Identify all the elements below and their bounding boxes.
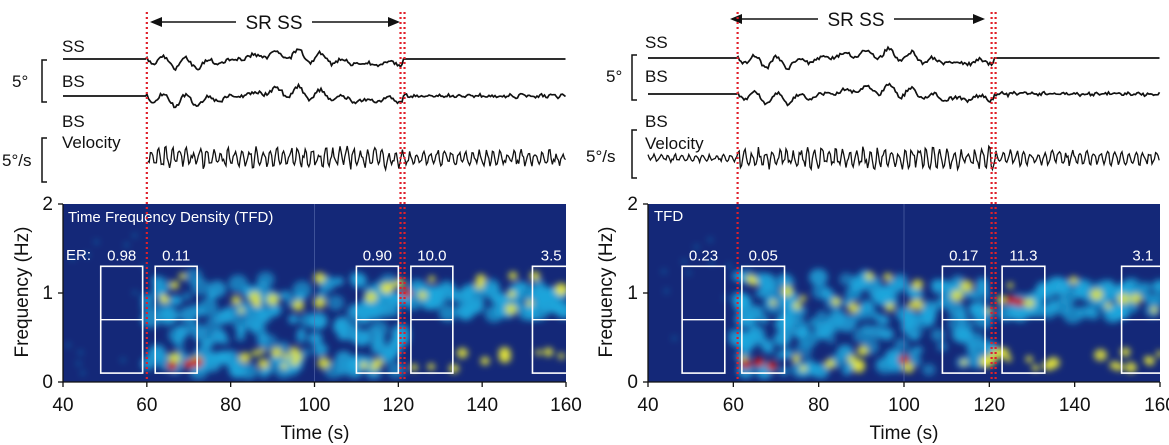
scale-label-deg-left: 5° bbox=[12, 72, 28, 91]
tfd-title-right: TFD bbox=[654, 208, 683, 225]
y-tick-label: 2 bbox=[42, 194, 53, 215]
x-tick-label: 40 bbox=[52, 395, 73, 416]
x-tick-label: 160 bbox=[1144, 395, 1169, 416]
trace-label-bs2-right: BS bbox=[645, 112, 668, 131]
er-value-label: 0.11 bbox=[162, 247, 190, 264]
sr-arrow-right: SR SS bbox=[730, 7, 985, 31]
trace-label-velocity-right: Velocity bbox=[645, 134, 704, 153]
x-tick-label: 120 bbox=[382, 395, 414, 416]
sr-arrow-left: SR SS bbox=[150, 10, 400, 34]
trace-label-ss-right: SS bbox=[645, 33, 668, 52]
right-panel: SR SS SS BS BS Velocity 5° 5°/s TFD 0.23… bbox=[586, 7, 1169, 444]
y-axis-label-right: Frequency (Hz) bbox=[596, 227, 617, 358]
scale-bar-deg-right bbox=[631, 54, 637, 101]
tfd-title-left: Time Frequency Density (TFD) bbox=[68, 209, 273, 226]
scale-label-deg-right: 5° bbox=[606, 67, 622, 86]
scale-bar-deg-left bbox=[41, 59, 47, 103]
y-tick-label: 1 bbox=[42, 283, 53, 304]
x-tick-label: 40 bbox=[637, 395, 658, 416]
er-value-label: 11.3 bbox=[1009, 247, 1037, 264]
x-axis-label-left: Time (s) bbox=[281, 423, 350, 444]
trace-velocity-left bbox=[147, 145, 567, 173]
scale-label-vel-left: 5°/s bbox=[2, 151, 31, 170]
left-panel: SR SS SS BS BS Velocity 5° 5°/s Time Fre… bbox=[2, 10, 582, 444]
x-tick-label: 100 bbox=[299, 395, 331, 416]
x-tick-label: 60 bbox=[723, 395, 744, 416]
x-tick-label: 140 bbox=[466, 395, 498, 416]
axes-right: 40 60 80 100 120 140 160 0 1 2 bbox=[627, 194, 1169, 416]
y-axis-label-left: Frequency (Hz) bbox=[12, 227, 33, 358]
x-tick-label: 100 bbox=[888, 395, 920, 416]
trace-label-bs2-left: BS bbox=[62, 112, 85, 131]
er-value-label: 0.05 bbox=[749, 247, 778, 264]
x-axis-label-right: Time (s) bbox=[870, 423, 939, 444]
er-windows-left: 0.98 0.11 0.90 10.0 3.5 bbox=[99, 204, 571, 382]
trace-velocity-right bbox=[647, 144, 1160, 172]
x-tick-label: 80 bbox=[220, 395, 241, 416]
sr-label-left: SR SS bbox=[245, 13, 302, 34]
trace-bs-left bbox=[63, 82, 567, 109]
x-tick-label: 120 bbox=[973, 395, 1005, 416]
trace-label-bs-left: BS bbox=[62, 72, 85, 91]
er-value-label: 0.98 bbox=[107, 247, 136, 264]
x-tick-label: 140 bbox=[1059, 395, 1091, 416]
y-tick-label: 2 bbox=[627, 194, 638, 215]
y-tick-label: 0 bbox=[627, 372, 638, 393]
y-tick-label: 1 bbox=[627, 283, 638, 304]
trace-ss-right bbox=[648, 45, 1160, 71]
x-tick-label: 160 bbox=[550, 395, 582, 416]
trace-label-bs-right: BS bbox=[645, 67, 668, 86]
scale-bar-vel-right bbox=[631, 129, 637, 179]
sr-markers-right bbox=[736, 12, 997, 382]
y-tick-label: 0 bbox=[42, 372, 53, 393]
sr-markers-left bbox=[145, 12, 406, 382]
er-value-label: 10.0 bbox=[417, 247, 446, 264]
er-value-label: 0.17 bbox=[949, 247, 978, 264]
er-value-label: 3.5 bbox=[541, 247, 562, 264]
trace-label-ss-left: SS bbox=[62, 37, 85, 56]
er-value-label: 0.23 bbox=[689, 247, 718, 264]
x-tick-label: 60 bbox=[136, 395, 157, 416]
er-value-label: 3.1 bbox=[1132, 247, 1153, 264]
tfd-energy-left bbox=[65, 233, 566, 381]
er-windows-right: 0.23 0.05 0.17 11.3 3.1 bbox=[681, 204, 1165, 382]
trace-bs-right bbox=[648, 82, 1161, 107]
er-label-left: ER: bbox=[66, 247, 91, 264]
er-value-label: 0.90 bbox=[363, 247, 392, 264]
scale-bar-vel-left bbox=[41, 137, 47, 183]
scale-label-vel-right: 5°/s bbox=[586, 147, 615, 166]
trace-ss-left bbox=[63, 48, 566, 72]
x-tick-label: 80 bbox=[808, 395, 829, 416]
trace-label-velocity-left: Velocity bbox=[62, 133, 121, 152]
sr-label-right: SR SS bbox=[827, 10, 884, 31]
axes-left: 40 60 80 100 120 140 160 0 1 2 bbox=[42, 194, 581, 416]
